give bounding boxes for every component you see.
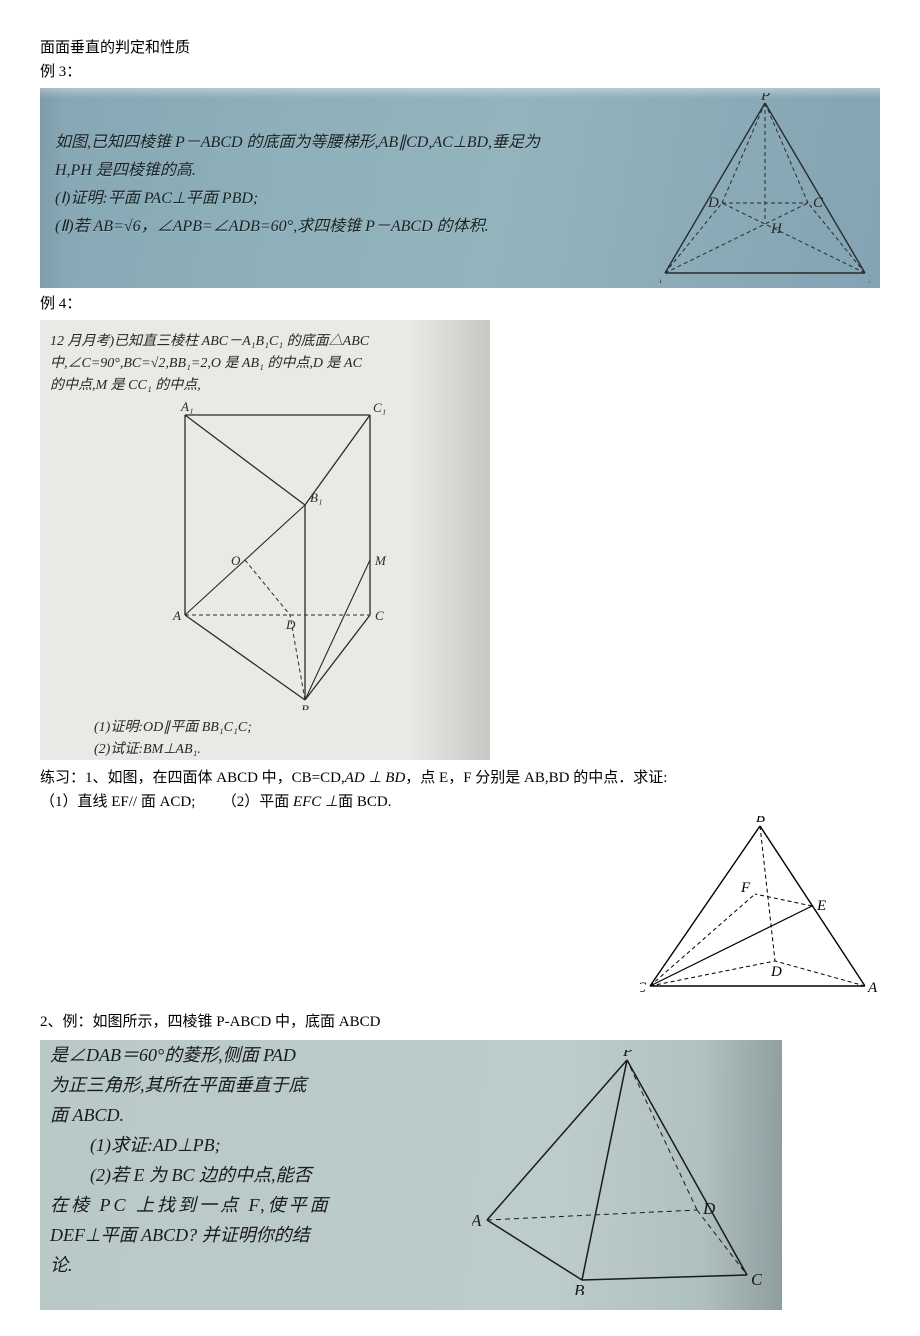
svg-text:C: C (640, 980, 647, 996)
practice1-pre: 练习：1、如图，在四面体 ABCD 中，CB=CD, (40, 770, 345, 786)
svg-text:A: A (660, 273, 663, 283)
ex4-line3: 的中点,M 是 CC₁ 的中点, (50, 374, 201, 394)
q2-diagram: P A D B C (472, 1050, 762, 1295)
practice1-q1: （1）直线 EF// 面 ACD; (40, 794, 195, 810)
example3-photo: 如图,已知四棱锥 P－ABCD 的底面为等腰梯形,AB∥CD,AC⊥BD,垂足为… (40, 88, 880, 288)
ex3-line1: 如图,已知四棱锥 P－ABCD 的底面为等腰梯形,AB∥CD,AC⊥BD,垂足为 (55, 128, 540, 152)
svg-text:D: D (702, 1199, 716, 1218)
svg-text:B: B (756, 816, 765, 826)
practice1-ad: AD ⊥ BD (345, 770, 406, 786)
q2-line3: 面 ABCD. (50, 1106, 124, 1124)
page-title: 面面垂直的判定和性质 (40, 36, 880, 60)
svg-text:B₁: B₁ (310, 490, 322, 505)
svg-text:O: O (231, 553, 241, 568)
practice1-post: ，点 E，F 分别是 AB,BD 的中点．求证: (405, 770, 667, 786)
ex4-line1: 12 月月考)已知直三棱柱 ABC－A₁B₁C₁ 的底面△ABC (50, 330, 369, 350)
example4-label: 例 4： (40, 292, 880, 316)
ex4-line2: 中,∠C=90°,BC=√2,BB₁=2,O 是 AB₁ 的中点,D 是 AC (50, 352, 362, 372)
q2-line5: (2)若 E 为 BC 边的中点,能否 (90, 1166, 311, 1184)
q2-photo: 是∠DAB＝60°的菱形,侧面 PAD 为正三角形,其所在平面垂直于底 面 AB… (40, 1040, 782, 1310)
svg-text:D: D (707, 195, 719, 211)
q2-line2: 为正三角形,其所在平面垂直于底 (50, 1076, 307, 1094)
svg-text:A: A (472, 1211, 482, 1230)
q2-line1: 是∠DAB＝60°的菱形,侧面 PAD (50, 1046, 296, 1064)
svg-text:B: B (574, 1281, 585, 1295)
ex3-line2: H,PH 是四棱锥的高. (55, 156, 196, 180)
q2-line4: (1)求证:AD⊥PB; (90, 1136, 221, 1154)
q2-line8: 论. (50, 1256, 73, 1274)
svg-text:B: B (868, 273, 870, 283)
svg-text:D: D (770, 964, 782, 980)
svg-text:A: A (172, 608, 181, 623)
svg-text:C: C (813, 195, 824, 211)
tetrahedron-diagram: B A C D E F (640, 816, 880, 996)
ex3-diagram: P A B C D H (660, 93, 870, 283)
svg-text:D: D (285, 617, 296, 632)
svg-text:M: M (374, 553, 387, 568)
practice1-q2b: EFC ⊥ (289, 794, 338, 810)
ex4-b2: (2)试证:BM⊥AB₁. (94, 738, 201, 758)
svg-text:B: B (301, 702, 309, 710)
ex3-line4: (Ⅱ)若 AB=√6，∠APB=∠ADB=60°,求四棱锥 P－ABCD 的体积… (55, 212, 489, 236)
tetrahedron-wrap: B A C D E F (40, 816, 880, 996)
svg-text:C: C (751, 1270, 762, 1289)
ex4-b1: (1)证明:OD∥平面 BB₁C₁C; (94, 716, 252, 736)
svg-text:C: C (375, 608, 384, 623)
svg-text:A: A (867, 980, 878, 996)
svg-text:C₁: C₁ (373, 400, 386, 415)
svg-text:H: H (770, 221, 783, 237)
practice1-line2: （1）直线 EF// 面 ACD; （2）平面 EFC ⊥面 BCD. (40, 790, 880, 814)
q2-line6: 在棱 PC 上找到一点 F,使平面 (50, 1196, 331, 1214)
ex4-diagram: A₁ C₁ B₁ A C B O M D (170, 400, 400, 710)
practice1-q2a: （2）平面 (222, 794, 290, 810)
svg-text:E: E (816, 898, 826, 914)
svg-text:P: P (760, 93, 770, 104)
svg-text:A₁: A₁ (180, 400, 193, 414)
practice1-line1: 练习：1、如图，在四面体 ABCD 中，CB=CD,AD ⊥ BD，点 E，F … (40, 766, 880, 790)
practice1-q2c: 面 BCD. (338, 794, 391, 810)
example4-photo: 12 月月考)已知直三棱柱 ABC－A₁B₁C₁ 的底面△ABC 中,∠C=90… (40, 320, 490, 760)
example3-label: 例 3： (40, 60, 880, 84)
svg-text:P: P (622, 1050, 633, 1060)
q2-label: 2、例：如图所示，四棱锥 P-ABCD 中，底面 ABCD (40, 1010, 880, 1034)
q2-line7: DEF⊥平面 ABCD? 并证明你的结 (50, 1226, 310, 1244)
svg-text:F: F (740, 880, 751, 896)
ex3-line3: (Ⅰ)证明:平面 PAC⊥平面 PBD; (55, 184, 258, 208)
